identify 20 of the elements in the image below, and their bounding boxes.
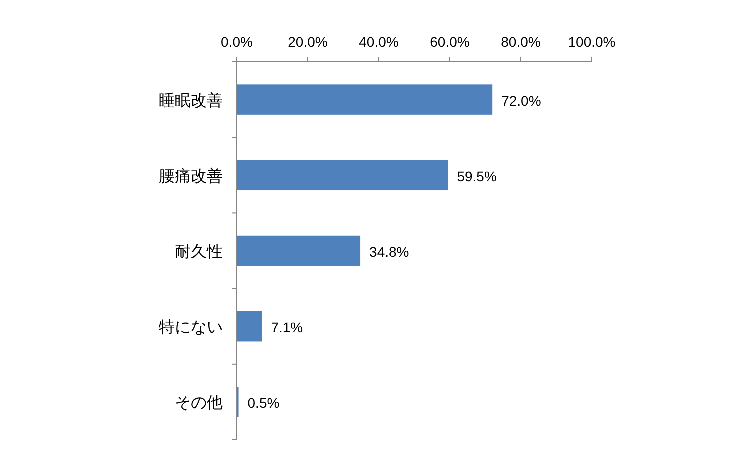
- x-tick-label: 80.0%: [501, 34, 541, 50]
- x-tick-label: 100.0%: [568, 34, 616, 50]
- y-tick-label: 特にない: [159, 318, 223, 337]
- bar: [237, 160, 448, 191]
- x-tick-label: 60.0%: [430, 34, 470, 50]
- data-label: 59.5%: [457, 168, 497, 184]
- y-tick-label: 耐久性: [175, 244, 223, 261]
- data-label: 34.8%: [370, 244, 410, 260]
- bar: [237, 236, 361, 266]
- y-tick-label: 睡眠改善: [159, 92, 223, 110]
- data-label: 0.5%: [248, 395, 280, 412]
- x-tick-label: 0.0%: [221, 34, 253, 50]
- x-tick-label: 40.0%: [359, 34, 399, 50]
- x-tick-label: 20.0%: [288, 34, 328, 50]
- y-tick-label: 腰痛改善: [159, 167, 223, 186]
- data-label: 7.1%: [271, 320, 304, 336]
- y-tick-label: その他: [175, 395, 223, 412]
- data-label: 72.0%: [502, 92, 542, 109]
- bar: [237, 84, 493, 115]
- bar: [237, 311, 262, 342]
